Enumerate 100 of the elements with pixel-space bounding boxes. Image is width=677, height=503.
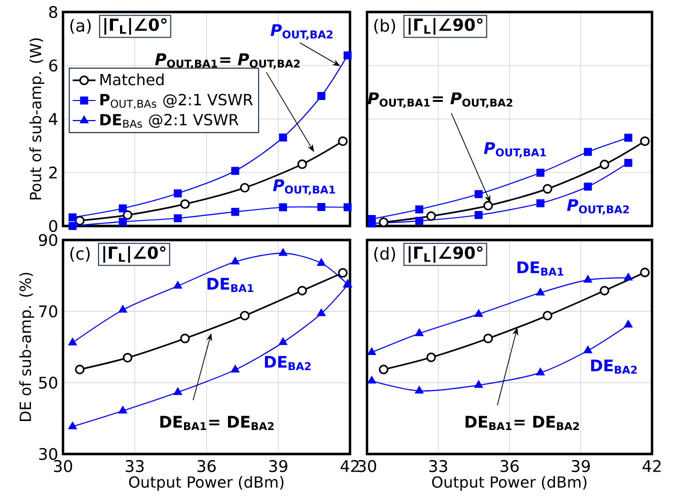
point	[338, 136, 348, 146]
y-tick-label: 2	[49, 166, 57, 178]
point	[542, 310, 552, 320]
y-tick-label: 50	[39, 376, 58, 389]
point	[600, 160, 610, 170]
x-tick-label: 33	[126, 460, 144, 472]
point	[230, 365, 240, 372]
point	[118, 406, 128, 414]
legend-label: Matched	[100, 74, 164, 86]
point	[344, 203, 352, 212]
point	[624, 273, 632, 280]
chart-subtitle: |Γ$_{L}$|∠90°	[408, 246, 482, 263]
annotation: P$_{OUT,BA2}$	[270, 24, 332, 40]
annotation: P$_{OUT,BA1}$= P$_{OUT,BA2}$	[155, 53, 300, 69]
x-tick-label: 42	[642, 460, 661, 472]
y-axis-title: DE of sub-amp. (%)	[19, 272, 34, 421]
point	[118, 204, 127, 212]
point	[317, 203, 326, 212]
point	[584, 148, 592, 156]
point	[118, 218, 127, 226]
y-tick-label: 90	[38, 234, 58, 246]
point	[118, 305, 128, 313]
point	[415, 216, 424, 225]
point	[230, 256, 240, 264]
point	[536, 288, 545, 296]
point	[624, 158, 632, 167]
point	[600, 286, 610, 296]
point	[474, 380, 483, 388]
x-tick-label: 33	[429, 460, 448, 472]
x-tick-label: 39	[572, 460, 590, 472]
chart-subtitle: |Γ$_{L}$|∠0°	[103, 246, 166, 263]
point	[474, 309, 483, 317]
point	[68, 213, 77, 222]
x-axis-title: Output Power (dBm)	[129, 476, 284, 491]
x-tick-label: 30	[358, 460, 376, 472]
point	[426, 352, 436, 362]
point	[640, 136, 650, 146]
annotation: P$_{OUT,BA1}$= P$_{OUT,BA2}$	[368, 92, 512, 108]
point	[338, 268, 348, 278]
point	[536, 199, 544, 208]
chart-title: (a)	[70, 18, 91, 34]
point	[474, 190, 483, 198]
y-tick-label: 0	[49, 220, 58, 232]
annotation: DE$_{BA1}$	[518, 262, 564, 276]
point	[584, 182, 592, 191]
point	[68, 338, 77, 346]
point	[415, 386, 424, 394]
point	[368, 376, 376, 384]
chart-subtitle: |Γ$_{L}$|∠90°	[408, 18, 482, 35]
point	[483, 200, 493, 210]
point	[368, 219, 376, 228]
point	[415, 205, 424, 214]
chart-title: (d)	[374, 246, 396, 262]
y-tick-label: 8	[49, 6, 58, 18]
x-tick-label: 42	[340, 460, 359, 472]
point	[426, 211, 436, 221]
point	[278, 248, 288, 256]
annotation: DE$_{BA1}$= DE$_{BA2}$	[466, 416, 579, 430]
point	[378, 364, 388, 374]
point	[278, 338, 288, 346]
chart-title: (b)	[374, 18, 396, 34]
point	[279, 203, 288, 212]
point	[584, 275, 592, 283]
point	[240, 182, 250, 193]
point	[297, 159, 307, 169]
point	[74, 216, 85, 226]
legend-label: P$_{OUT,BAs}$ @2:1 VSWR	[100, 94, 253, 109]
point	[624, 320, 632, 328]
point	[122, 352, 132, 362]
annotation: DE$_{BA1}$	[208, 278, 254, 292]
point	[317, 258, 326, 266]
point	[231, 208, 240, 216]
y-tick-label: 6	[49, 59, 58, 72]
point	[180, 199, 190, 209]
point	[74, 364, 85, 374]
point	[68, 422, 77, 430]
point	[279, 133, 288, 142]
chart-title: (c)	[70, 246, 90, 262]
point	[297, 286, 307, 296]
point	[317, 92, 326, 100]
point	[542, 184, 552, 194]
point	[344, 51, 352, 60]
point	[368, 348, 376, 356]
point	[483, 334, 493, 344]
point	[231, 166, 240, 175]
y-tick-label: 4	[48, 113, 58, 125]
point	[174, 281, 182, 289]
point	[640, 268, 650, 278]
point	[174, 214, 182, 222]
point	[624, 134, 632, 142]
annotation: P$_{OUT,BA1}$	[273, 179, 336, 195]
point	[474, 211, 483, 220]
annotation: DE$_{BA1}$= DE$_{BA2}$	[160, 416, 274, 430]
point	[415, 328, 424, 336]
annotation: P$_{OUT,BA1}$	[484, 142, 546, 158]
legend-label: DE$_{BAs}$ @2:1 VSWR	[100, 114, 238, 128]
point	[317, 308, 326, 316]
annotation: DE$_{BA2}$	[264, 356, 311, 370]
x-tick-label: 36	[198, 460, 216, 472]
y-tick-label: 30	[39, 448, 58, 460]
